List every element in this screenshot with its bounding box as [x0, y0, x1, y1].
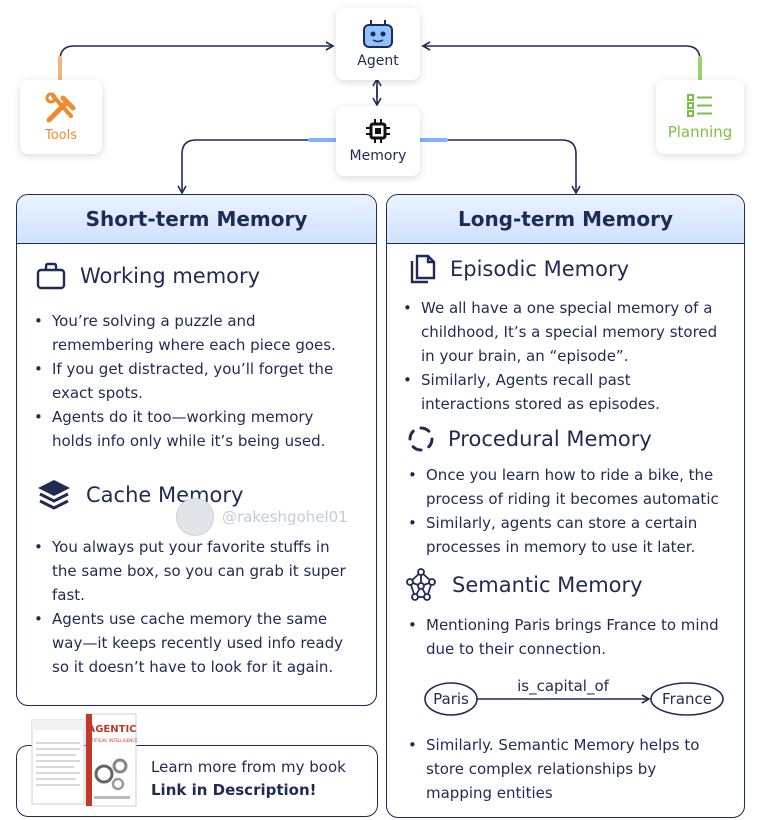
bullet-line: Similarly, agents can store a certain [426, 514, 698, 532]
bullet-line: You’re solving a puzzle and [52, 312, 256, 330]
agent-node: Agent [336, 8, 420, 80]
memory-longterm-connector [420, 139, 581, 195]
chip-icon [366, 119, 390, 143]
book-cover-title: AGENTIC [87, 724, 136, 735]
robot-icon [363, 20, 393, 48]
paris-label: Paris [433, 690, 469, 708]
bullet-line: childhood, It’s a special memory stored [421, 323, 718, 341]
book-cover-subtitle: ARTIFICIAL INTELLIGENCE [86, 738, 138, 743]
cache-memory-heading: Cache Memory [36, 478, 243, 512]
list-item: You’re solving a puzzle and remembering w… [34, 309, 369, 357]
long-term-title: Long-term Memory [387, 195, 744, 244]
episodic-memory-heading: Episodic Memory [408, 254, 629, 284]
bullet-line: If you get distracted, you’ll forget the [52, 360, 334, 378]
book-cover-image: AGENTIC ARTIFICIAL INTELLIGENCE [31, 713, 138, 807]
bullet-line: processes in memory to use it later. [426, 538, 696, 556]
working-memory-title: Working memory [80, 264, 261, 288]
list-item: Similarly, agents can store a certain pro… [408, 511, 743, 559]
bullet-line: way—it keeps recently used info ready [52, 634, 344, 652]
list-item: We all have a one special memory of a chi… [403, 296, 738, 368]
watermark-handle: @rakeshgohel01 [222, 508, 348, 526]
list-item: Similarly, Agents recall past interaction… [403, 368, 738, 416]
watermark: @rakeshgohel01 [176, 498, 348, 536]
bullet-line: remembering where each piece goes. [52, 336, 336, 354]
relation-label: is_capital_of [517, 677, 610, 696]
bullet-line: We all have a one special memory of a [421, 299, 713, 317]
loader-icon [408, 426, 434, 452]
short-term-title: Short-term Memory [17, 195, 376, 244]
semantic-memory-bullets: Mentioning Paris brings France to mind du… [408, 613, 743, 661]
layers-icon [38, 480, 70, 510]
list-item: Mentioning Paris brings France to mind du… [408, 613, 743, 661]
bullet-line: due to their connection. [426, 640, 606, 658]
semantic-memory-heading: Semantic Memory [404, 568, 643, 602]
bullet-line: Mentioning Paris brings France to mind [426, 616, 719, 634]
bullet-line: holds info only while it’s being used. [52, 432, 326, 450]
cache-memory-title: Cache Memory [86, 483, 244, 507]
tools-node: Tools [20, 80, 102, 154]
france-label: France [662, 690, 712, 708]
bullet-line: so it doesn’t have to look for it again. [52, 658, 334, 676]
bullet-line: Similarly, Agents recall past [421, 371, 631, 389]
book-link[interactable]: Link in Description! [151, 781, 317, 799]
bullet-line: mapping entities [426, 784, 553, 802]
tools-agent-connector [59, 41, 335, 74]
semantic-memory-bullets-after: Similarly. Semantic Memory helps to store… [408, 733, 743, 805]
list-icon [687, 94, 712, 117]
avatar [176, 498, 214, 536]
list-item: Similarly. Semantic Memory helps to store… [408, 733, 743, 805]
bullet-line: interactions stored as episodes. [421, 395, 660, 413]
bullet-line: Similarly. Semantic Memory helps to [426, 736, 700, 754]
memory-label: Memory [349, 148, 407, 164]
book-line-1: Learn more from my book [151, 758, 346, 776]
book-text: Learn more from my book Link in Descript… [151, 756, 346, 802]
bullet-line: store complex relationships by [426, 760, 657, 778]
planning-label: Planning [667, 123, 733, 141]
tools-label: Tools [44, 127, 78, 143]
bullet-line: Agents do it too—working memory [52, 408, 314, 426]
bullet-line: in your brain, an “episode”. [421, 347, 629, 365]
semantic-graph: Paris France is_capital_of [424, 677, 724, 716]
france-node [650, 682, 724, 716]
network-icon [406, 568, 436, 601]
bullet-line: fast. [52, 586, 85, 604]
agent-planning-connector [421, 41, 701, 76]
procedural-memory-heading: Procedural Memory [408, 426, 652, 452]
bullet-line: Agents use cache memory the same [52, 610, 328, 628]
episodic-memory-title: Episodic Memory [450, 257, 630, 281]
documents-icon [410, 254, 436, 284]
working-memory-bullets: You’re solving a puzzle and remembering w… [34, 309, 369, 453]
list-item: Once you learn how to ride a bike, the pr… [408, 463, 743, 511]
list-item: If you get distracted, you’ll forget the… [34, 357, 369, 405]
memory-shortterm-connector [177, 139, 336, 195]
planning-node: Planning [656, 80, 744, 154]
bullet-line: process of riding it becomes automatic [426, 490, 719, 508]
memory-node: Memory [336, 106, 420, 176]
episodic-memory-bullets: We all have a one special memory of a chi… [403, 296, 738, 416]
bullet-line: the same box, so you can grab it super [52, 562, 346, 580]
bullet-line: You always put your favorite stuffs in [52, 538, 330, 556]
list-item: Agents do it too—working memory holds inf… [34, 405, 369, 453]
bullet-line: Once you learn how to ride a bike, the [426, 466, 714, 484]
cache-memory-bullets: You always put your favorite stuffs in th… [34, 535, 369, 679]
briefcase-icon [36, 262, 66, 290]
agent-label: Agent [357, 53, 399, 69]
tools-icon [45, 92, 76, 122]
procedural-memory-bullets: Once you learn how to ride a bike, the pr… [408, 463, 743, 559]
semantic-memory-title: Semantic Memory [452, 573, 643, 597]
list-item: Agents use cache memory the same way—it k… [34, 607, 369, 679]
working-memory-heading: Working memory [36, 262, 260, 290]
list-item: You always put your favorite stuffs in th… [34, 535, 369, 607]
procedural-memory-title: Procedural Memory [448, 427, 652, 451]
bullet-line: exact spots. [52, 384, 143, 402]
